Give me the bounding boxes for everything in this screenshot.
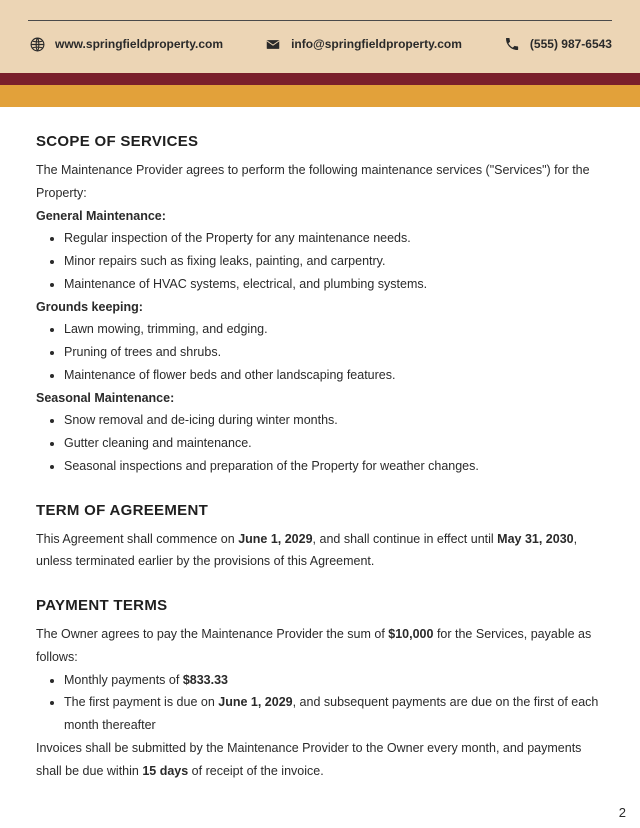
phone-text: (555) 987-6543: [530, 37, 612, 51]
list-item: Snow removal and de-icing during winter …: [64, 409, 604, 432]
term-text: This Agreement shall commence on June 1,…: [36, 528, 604, 574]
scope-group-list: Snow removal and de-icing during winter …: [36, 409, 604, 477]
term-date2: May 31, 2030: [497, 532, 573, 546]
payment-footer-post: of receipt of the invoice.: [188, 764, 324, 778]
stripe-maroon: [0, 73, 640, 85]
stripe-gold: [0, 85, 640, 107]
list-item: Minor repairs such as fixing leaks, pain…: [64, 250, 604, 273]
scope-group-list: Lawn mowing, trimming, and edging.Prunin…: [36, 318, 604, 386]
website-item: www.springfieldproperty.com: [28, 35, 223, 53]
list-item: Regular inspection of the Property for a…: [64, 227, 604, 250]
email-text: info@springfieldproperty.com: [291, 37, 462, 51]
list-item: Maintenance of flower beds and other lan…: [64, 364, 604, 387]
payment-section: PAYMENT TERMS The Owner agrees to pay th…: [36, 597, 604, 782]
payment-amount: $10,000: [388, 627, 433, 641]
term-date1: June 1, 2029: [238, 532, 312, 546]
website-text: www.springfieldproperty.com: [55, 37, 223, 51]
payment-footer-bold: 15 days: [142, 764, 188, 778]
content: SCOPE OF SERVICES The Maintenance Provid…: [0, 107, 640, 782]
globe-icon: [28, 35, 46, 53]
list-item: The first payment is due on June 1, 2029…: [64, 691, 604, 737]
payment-title: PAYMENT TERMS: [36, 597, 604, 614]
header: www.springfieldproperty.com info@springf…: [0, 0, 640, 73]
list-item: Maintenance of HVAC systems, electrical,…: [64, 273, 604, 296]
header-divider: [28, 20, 612, 21]
phone-item: (555) 987-6543: [503, 35, 612, 53]
scope-group-list: Regular inspection of the Property for a…: [36, 227, 604, 295]
term-text-mid: , and shall continue in effect until: [313, 532, 498, 546]
scope-group-heading: Grounds keeping:: [36, 296, 604, 319]
term-title: TERM OF AGREEMENT: [36, 502, 604, 519]
page-number: 2: [619, 805, 626, 820]
list-item: Monthly payments of $833.33: [64, 669, 604, 692]
payment-footer: Invoices shall be submitted by the Maint…: [36, 737, 604, 783]
payment-intro: The Owner agrees to pay the Maintenance …: [36, 623, 604, 669]
scope-group-heading: General Maintenance:: [36, 205, 604, 228]
term-section: TERM OF AGREEMENT This Agreement shall c…: [36, 502, 604, 574]
contact-row: www.springfieldproperty.com info@springf…: [28, 35, 612, 73]
scope-group-heading: Seasonal Maintenance:: [36, 387, 604, 410]
payment-list: Monthly payments of $833.33The first pay…: [36, 669, 604, 737]
list-item: Lawn mowing, trimming, and edging.: [64, 318, 604, 341]
mail-icon: [264, 35, 282, 53]
scope-title: SCOPE OF SERVICES: [36, 133, 604, 150]
email-item: info@springfieldproperty.com: [264, 35, 462, 53]
scope-intro: The Maintenance Provider agrees to perfo…: [36, 159, 604, 205]
list-item: Gutter cleaning and maintenance.: [64, 432, 604, 455]
list-item: Seasonal inspections and preparation of …: [64, 455, 604, 478]
payment-intro-pre: The Owner agrees to pay the Maintenance …: [36, 627, 388, 641]
phone-icon: [503, 35, 521, 53]
list-item: Pruning of trees and shrubs.: [64, 341, 604, 364]
term-text-pre: This Agreement shall commence on: [36, 532, 238, 546]
scope-section: SCOPE OF SERVICES The Maintenance Provid…: [36, 133, 604, 478]
